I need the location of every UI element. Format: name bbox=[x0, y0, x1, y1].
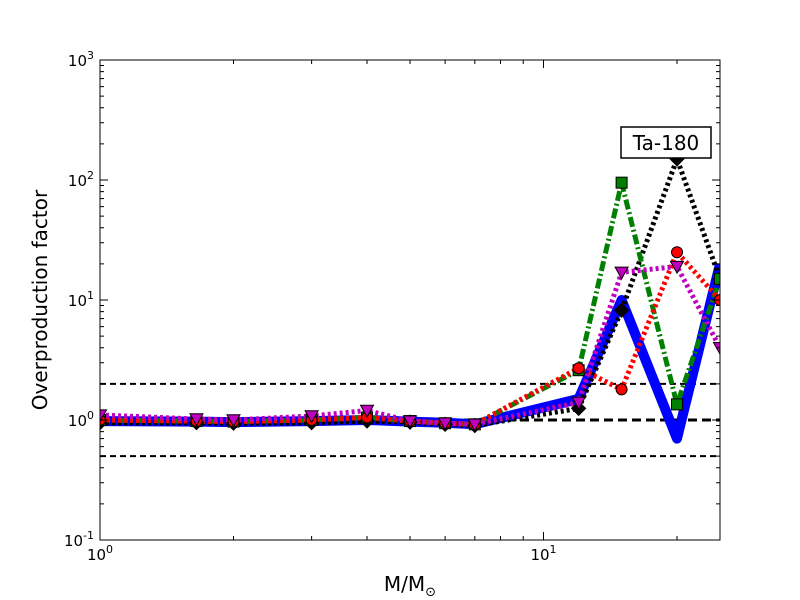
x-axis-label-subscript: ⊙ bbox=[425, 585, 436, 600]
y-tick-label-1: 100 bbox=[68, 409, 94, 430]
series-2-point-9 bbox=[615, 176, 628, 189]
y-tick-label-2: 101 bbox=[68, 289, 94, 310]
annotation-box: Ta-180 bbox=[620, 126, 712, 159]
y-tick-label-0: 10-1 bbox=[64, 529, 94, 550]
series-3-point-9 bbox=[615, 383, 628, 396]
series-4-point-2 bbox=[226, 414, 241, 428]
y-tick-label-3: 102 bbox=[68, 169, 94, 190]
y-axis-label: Overproduction factor bbox=[28, 189, 52, 410]
series-4-point-1 bbox=[189, 413, 204, 427]
x-axis-label: M/M⊙ bbox=[384, 572, 436, 600]
series-4-point-8 bbox=[571, 396, 586, 410]
series-2-point-11 bbox=[714, 272, 720, 285]
series-2-point-10 bbox=[671, 398, 684, 411]
series-4-point-4 bbox=[359, 404, 375, 419]
y-tick-label-4: 103 bbox=[68, 49, 94, 70]
series-4-point-9 bbox=[614, 266, 629, 280]
x-tick-label-0: 100 bbox=[87, 543, 113, 564]
series-1-point-9 bbox=[613, 302, 630, 319]
annotation-frame bbox=[620, 126, 712, 159]
series-4-point-10 bbox=[669, 260, 685, 275]
series-4-point-3 bbox=[304, 410, 319, 424]
x-axis-label-main: M/M bbox=[384, 572, 425, 596]
annotation-label: Ta-180 bbox=[632, 131, 700, 155]
series-4-point-7 bbox=[467, 418, 483, 432]
series-3-point-8 bbox=[572, 362, 585, 375]
series-markers bbox=[100, 151, 720, 434]
series-4-point-6 bbox=[437, 417, 453, 431]
series-4-point-0 bbox=[100, 409, 108, 423]
series-line-4 bbox=[100, 264, 720, 427]
series-4-point-5 bbox=[402, 415, 418, 429]
x-tick-label-1: 101 bbox=[530, 543, 556, 564]
series-3-point-10 bbox=[671, 246, 684, 259]
axis-ticks bbox=[99, 59, 720, 541]
series-4-point-11 bbox=[712, 342, 720, 356]
